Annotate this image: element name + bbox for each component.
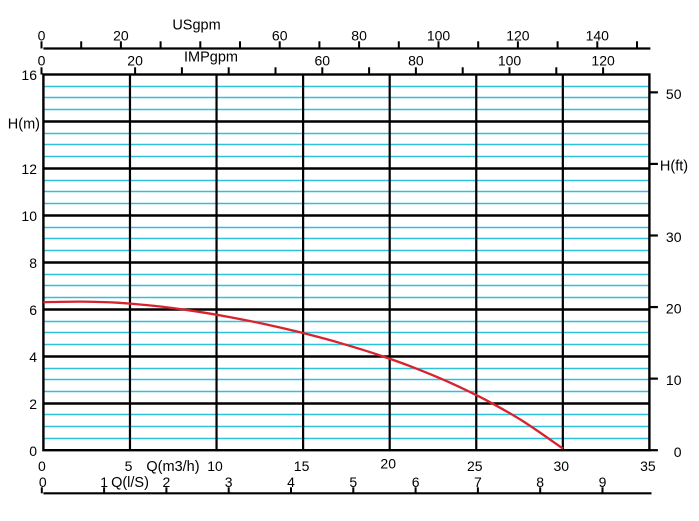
svg-text:2: 2 — [29, 396, 37, 412]
svg-text:5: 5 — [125, 458, 133, 474]
svg-text:Q(m3/h): Q(m3/h) — [146, 459, 199, 475]
svg-text:3: 3 — [225, 474, 233, 490]
svg-text:0: 0 — [38, 458, 46, 474]
svg-text:120: 120 — [591, 52, 615, 68]
svg-text:35: 35 — [640, 458, 656, 474]
svg-text:4: 4 — [29, 349, 37, 365]
svg-text:1: 1 — [100, 474, 108, 490]
svg-text:0: 0 — [38, 27, 46, 43]
svg-text:140: 140 — [586, 27, 610, 43]
svg-text:USgpm: USgpm — [172, 17, 220, 33]
svg-text:20: 20 — [127, 52, 143, 68]
svg-text:15: 15 — [294, 458, 310, 474]
svg-text:IMPgpm: IMPgpm — [184, 50, 238, 66]
svg-text:5: 5 — [349, 474, 357, 490]
svg-text:10: 10 — [207, 458, 223, 474]
svg-text:100: 100 — [498, 52, 522, 68]
svg-text:10: 10 — [666, 372, 682, 388]
svg-text:H(m): H(m) — [8, 117, 40, 133]
svg-text:120: 120 — [506, 27, 530, 43]
svg-text:25: 25 — [467, 458, 483, 474]
svg-text:4: 4 — [287, 474, 295, 490]
svg-text:0: 0 — [38, 52, 46, 68]
svg-text:8: 8 — [536, 474, 544, 490]
svg-text:60: 60 — [272, 27, 288, 43]
svg-text:8: 8 — [29, 255, 37, 271]
svg-text:20: 20 — [113, 27, 129, 43]
svg-text:60: 60 — [315, 52, 331, 68]
svg-text:10: 10 — [21, 208, 37, 224]
svg-text:20: 20 — [666, 301, 682, 317]
svg-text:7: 7 — [474, 474, 482, 490]
svg-text:6: 6 — [412, 474, 420, 490]
svg-text:H(ft): H(ft) — [660, 159, 688, 175]
svg-text:80: 80 — [408, 52, 424, 68]
svg-text:20: 20 — [380, 456, 396, 472]
svg-text:16: 16 — [21, 67, 37, 83]
svg-text:0: 0 — [29, 443, 37, 459]
svg-text:0: 0 — [39, 474, 47, 490]
svg-text:9: 9 — [599, 474, 607, 490]
svg-text:50: 50 — [666, 86, 682, 102]
svg-text:80: 80 — [351, 27, 367, 43]
svg-text:12: 12 — [21, 161, 37, 177]
svg-text:2: 2 — [163, 474, 171, 490]
svg-text:6: 6 — [29, 302, 37, 318]
svg-text:0: 0 — [674, 444, 682, 460]
svg-text:100: 100 — [427, 27, 451, 43]
svg-text:Q(l/S): Q(l/S) — [111, 475, 149, 491]
svg-text:30: 30 — [554, 458, 570, 474]
svg-text:30: 30 — [666, 229, 682, 245]
